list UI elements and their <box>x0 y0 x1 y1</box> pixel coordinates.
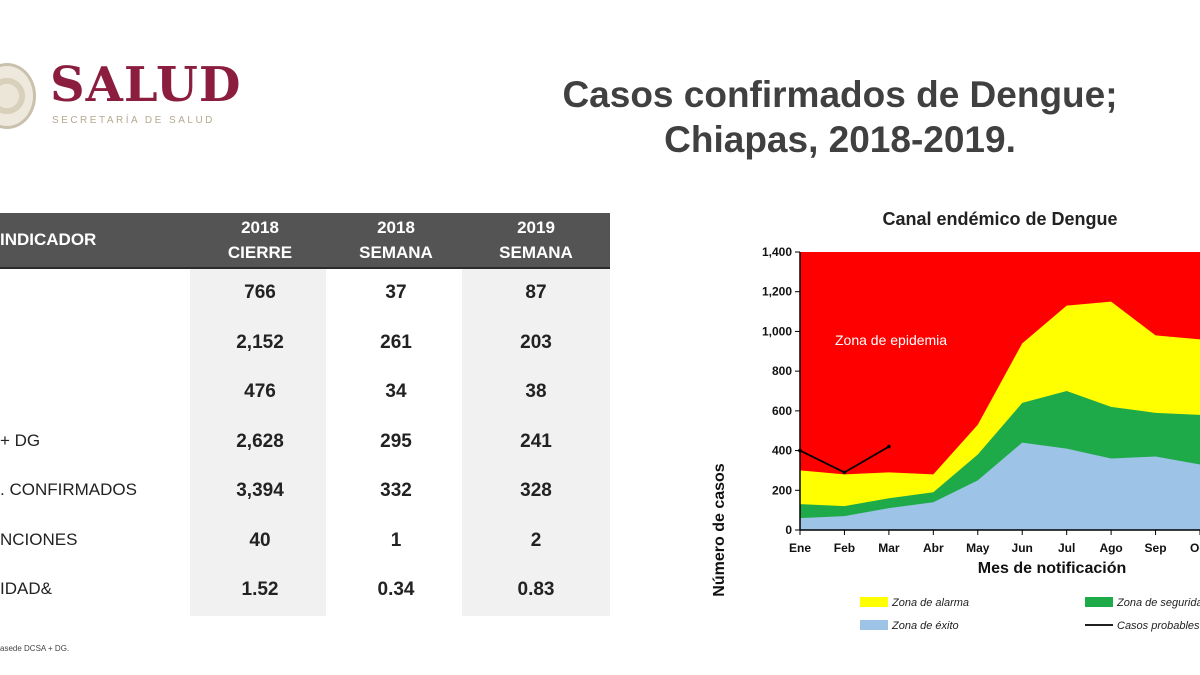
x-tick-label: Oct <box>1190 541 1200 555</box>
y-tick-label: 1,000 <box>762 324 792 338</box>
cell-value: 261 <box>380 331 412 353</box>
header-period: SEMANA <box>499 243 573 262</box>
chart-legend: Zona de alarma Zona de seguridad Zona de é… <box>860 597 1200 632</box>
page-title-line-2: Chiapas, 2018-2019. <box>664 119 1016 160</box>
cell-value: 241 <box>520 430 552 452</box>
cell-value: 2,152 <box>236 331 284 353</box>
cell-value: 766 <box>244 282 276 303</box>
cell-value: 3,394 <box>236 480 284 501</box>
table-row: 2,152 261 203 <box>0 320 610 369</box>
column-background <box>190 268 326 616</box>
logo-wordmark: SALUD <box>50 57 242 113</box>
header-indicator: INDICADOR <box>0 230 97 249</box>
table-row: . CONFIRMADOS 3,394 332 328 <box>0 468 610 517</box>
legend-swatch <box>860 597 888 607</box>
cell-value: 328 <box>520 480 552 501</box>
zone-annotation: Zona de epidemia <box>835 332 947 348</box>
cell-value: 476 <box>244 381 276 402</box>
y-tick-label: 1,200 <box>762 285 792 299</box>
header-2018-semana: 2018 SEMANA <box>336 215 456 265</box>
x-tick-label: Sep <box>1145 541 1167 555</box>
logo-subtitle: SECRETARÍA DE SALUD <box>52 115 215 126</box>
page-title-line-1: Casos confirmados de Dengue; <box>562 74 1118 115</box>
table-header: INDICADOR 2018 CIERRE 2018 SEMANA 2019 S… <box>0 213 610 269</box>
x-axis-label: Mes de notificación <box>978 560 1126 577</box>
row-label: IDAD& <box>0 579 52 598</box>
legend-label: Zona de alarma <box>891 597 969 609</box>
header-year: 2018 <box>241 218 279 237</box>
y-tick-label: 800 <box>772 364 792 378</box>
line-point <box>842 470 847 475</box>
table-row: IDAD& 1.52 0.34 0.83 <box>0 567 610 616</box>
x-tick-label: Feb <box>834 541 855 555</box>
y-tick-label: 0 <box>785 523 792 537</box>
y-tick-label: 600 <box>772 404 792 418</box>
cell-value: 0.34 <box>377 579 415 600</box>
endemic-channel-chart: Canal endémico de Dengue 0 200 400 600 800 1,… <box>711 209 1200 632</box>
legend-swatch <box>860 620 888 630</box>
x-tick-label: Abr <box>923 541 944 555</box>
header-year: 2018 <box>377 218 415 237</box>
cell-value: 40 <box>249 529 271 551</box>
header-period: SEMANA <box>359 243 433 262</box>
table-row: 476 34 38 <box>0 369 610 418</box>
cell-value: 0.83 <box>517 579 555 600</box>
y-axis-label: Número de casos <box>711 463 728 596</box>
header-2019-semana: 2019 SEMANA <box>476 215 596 265</box>
row-label: NCIONES <box>0 529 78 549</box>
header-2018-cierre: 2018 CIERRE <box>200 215 320 265</box>
cell-value: 87 <box>525 282 547 303</box>
line-point <box>887 444 891 449</box>
table-row: NCIONES 40 1 2 <box>0 518 610 567</box>
table-row: + DG 2,628 295 241 <box>0 419 610 468</box>
x-tick-label: May <box>966 541 990 555</box>
legend-label: Casos probables <box>1117 620 1200 632</box>
cell-value: 38 <box>525 381 547 402</box>
header-year: 2019 <box>517 218 555 237</box>
area-zona-de-xito <box>800 442 1200 530</box>
cell-value: 295 <box>380 430 412 452</box>
cell-value: 34 <box>385 381 407 402</box>
column-background <box>462 268 610 616</box>
cell-value: 1.52 <box>241 579 279 600</box>
cell-value: 2 <box>530 529 542 551</box>
legend-label: Zona de seguridad <box>1116 597 1200 609</box>
cell-value: 332 <box>380 480 412 501</box>
plot-area: 0 200 400 600 800 1,000 1,200 1,400 Ene Feb Mar Abr… <box>762 245 1200 555</box>
header-period: CIERRE <box>227 243 293 262</box>
cell-value: 203 <box>520 331 552 353</box>
y-tick-label: 1,400 <box>762 245 792 259</box>
legend-swatch <box>1085 597 1113 607</box>
national-seal-icon <box>0 63 36 129</box>
page-title: Casos confirmados de Dengue; Chiapas, 20… <box>480 72 1200 162</box>
x-tick-label: Ene <box>789 541 811 555</box>
cell-value: 37 <box>385 282 407 303</box>
row-label: + DG <box>0 430 41 450</box>
x-tick-label: Ago <box>1099 541 1122 555</box>
cell-value: 1 <box>390 529 402 551</box>
chart-title: Canal endémico de Dengue <box>882 209 1117 229</box>
x-tick-label: Jul <box>1058 541 1075 555</box>
cell-value: 2,628 <box>236 430 284 452</box>
y-tick-label: 400 <box>772 444 792 458</box>
salud-logo: SALUD SECRETARÍA DE SALUD <box>0 55 260 145</box>
x-tick-label: Mar <box>878 541 900 555</box>
table-footnote: asede DCSA + DG. <box>0 644 70 653</box>
legend-label: Zona de éxito <box>891 620 959 632</box>
y-tick-label: 200 <box>772 483 792 497</box>
row-label: . CONFIRMADOS <box>0 480 137 499</box>
table-row: 766 37 87 <box>0 270 610 319</box>
x-tick-label: Jun <box>1012 541 1033 555</box>
